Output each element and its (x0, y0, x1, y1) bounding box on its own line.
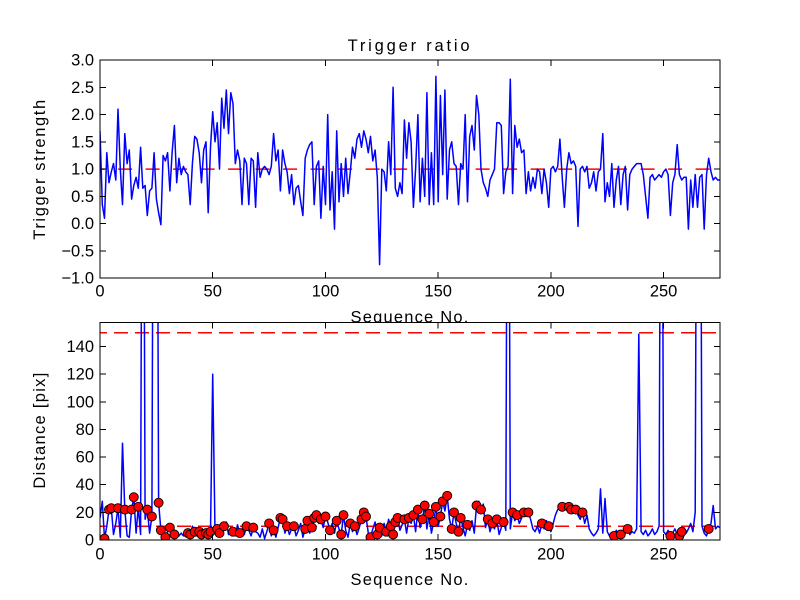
svg-text:250: 250 (650, 546, 678, 564)
svg-text:150: 150 (424, 283, 452, 301)
svg-text:−0.5: −0.5 (61, 242, 94, 260)
svg-text:2.0: 2.0 (71, 106, 94, 124)
svg-text:50: 50 (204, 546, 222, 564)
svg-text:2.5: 2.5 (71, 79, 94, 97)
svg-text:0: 0 (95, 283, 104, 301)
svg-text:0.0: 0.0 (71, 215, 94, 233)
svg-text:Sequence No.: Sequence No. (351, 308, 470, 326)
svg-text:0.5: 0.5 (71, 188, 94, 206)
svg-text:3.0: 3.0 (71, 52, 94, 70)
svg-text:80: 80 (76, 421, 94, 439)
svg-text:40: 40 (76, 476, 94, 494)
svg-text:0: 0 (95, 546, 104, 564)
svg-text:Distance [pix]: Distance [pix] (31, 371, 49, 488)
svg-text:60: 60 (76, 449, 94, 467)
svg-text:250: 250 (650, 283, 678, 301)
svg-text:100: 100 (312, 546, 340, 564)
svg-text:1.5: 1.5 (71, 133, 94, 151)
svg-text:50: 50 (204, 283, 222, 301)
svg-text:100: 100 (312, 283, 340, 301)
svg-text:200: 200 (537, 283, 565, 301)
svg-text:140: 140 (66, 338, 94, 356)
svg-text:120: 120 (66, 366, 94, 384)
svg-text:0: 0 (85, 532, 94, 550)
svg-text:100: 100 (66, 393, 94, 411)
svg-text:150: 150 (424, 546, 452, 564)
svg-text:1.0: 1.0 (71, 161, 94, 179)
svg-text:−1.0: −1.0 (61, 270, 94, 288)
svg-text:20: 20 (76, 504, 94, 522)
svg-text:Trigger ratio: Trigger ratio (348, 37, 473, 55)
svg-text:Trigger strength: Trigger strength (31, 98, 49, 239)
svg-text:Sequence No.: Sequence No. (351, 571, 470, 589)
svg-text:200: 200 (537, 546, 565, 564)
